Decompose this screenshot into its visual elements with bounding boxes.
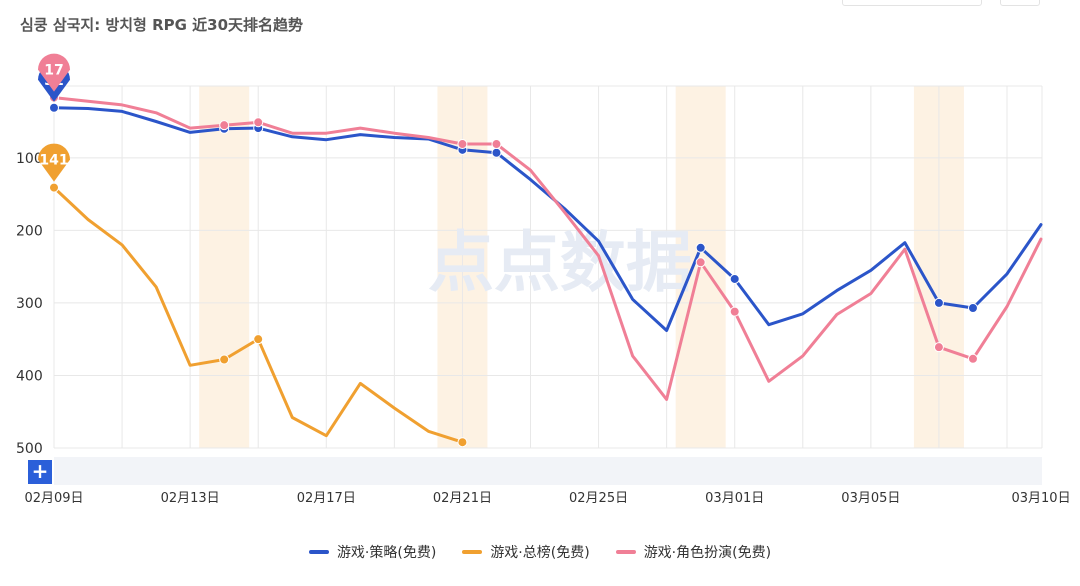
data-point-strategy: [933, 297, 944, 308]
series-line-strategy: [52, 106, 1043, 332]
legend-item-strategy[interactable]: 游戏·策略(免费): [308, 542, 437, 562]
toolbar-button[interactable]: [1000, 0, 1040, 6]
chart-legend: 游戏·策略(免费) 游戏·总榜(免费) 游戏·角色扮演(免费): [0, 542, 1080, 562]
legend-label-rpg: 游戏·角色扮演(免费): [643, 545, 772, 561]
data-point-overall: [457, 437, 468, 448]
data-point-rpg: [695, 257, 706, 268]
pin-marker-overall: [38, 143, 70, 182]
legend-label-overall: 游戏·总榜(免费): [490, 545, 590, 561]
data-point-overall: [253, 334, 264, 345]
pin-label-overall: 141: [39, 153, 68, 169]
legend-swatch-rpg: [615, 550, 636, 554]
x-tick-label: 03月01日: [705, 491, 764, 506]
y-tick-label: 300: [16, 296, 43, 312]
pin-marker-rpg: [38, 53, 70, 92]
x-tick-label: 03月05日: [841, 491, 900, 506]
data-point-strategy: [695, 242, 706, 253]
x-tick-label: 02月21日: [433, 491, 492, 506]
y-tick-label: 100: [16, 151, 43, 167]
data-point-rpg: [219, 120, 230, 131]
pin-label-rpg: 17: [44, 63, 63, 79]
x-tick-label: 02月13日: [161, 491, 220, 506]
y-tick-label: 400: [16, 368, 43, 384]
data-point-rpg: [491, 139, 502, 150]
data-point-strategy: [49, 102, 59, 113]
legend-item-overall[interactable]: 游戏·总榜(免费): [462, 542, 590, 562]
data-point-rpg: [967, 353, 978, 364]
y-tick-label: 500: [16, 441, 43, 457]
data-point-rpg: [933, 342, 944, 353]
toolbar-button[interactable]: [842, 0, 982, 6]
data-point-strategy: [729, 273, 740, 284]
data-point-rpg: [253, 117, 264, 128]
legend-item-rpg[interactable]: 游戏·角色扮演(免费): [615, 542, 772, 562]
x-tick-label: 02月25日: [569, 491, 628, 506]
watermark-text: 点点数据: [428, 224, 692, 301]
legend-swatch-strategy: [308, 550, 329, 554]
legend-swatch-overall: [462, 550, 483, 554]
y-tick-label: 200: [16, 223, 43, 239]
data-point-strategy: [491, 147, 502, 158]
series-line-rpg: [52, 96, 1043, 401]
zoom-scrollbar[interactable]: [54, 457, 1042, 485]
x-tick-label: 02月17日: [297, 491, 356, 506]
zoom-plus-button[interactable]: +: [28, 460, 52, 484]
x-tick-label: 03月10日: [1011, 491, 1070, 506]
page-title: 심쿵 삼국지: 방치형 RPG 近30天排名趋势: [20, 16, 304, 34]
data-point-overall: [219, 354, 230, 365]
data-point-strategy: [967, 302, 978, 313]
data-point-rpg: [457, 139, 468, 150]
data-point-rpg: [729, 306, 740, 317]
data-point-overall: [49, 182, 59, 193]
legend-label-strategy: 游戏·策略(免费): [336, 545, 437, 561]
highlight-band: [199, 86, 250, 448]
x-tick-label: 02月09日: [24, 491, 83, 506]
